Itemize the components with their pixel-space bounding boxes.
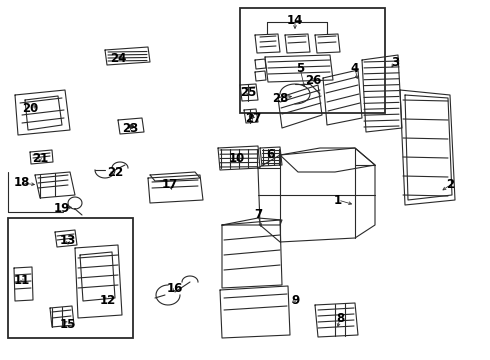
Text: 11: 11 bbox=[14, 274, 30, 287]
Text: 5: 5 bbox=[296, 62, 304, 75]
Bar bbox=[240, 8, 385, 113]
Text: 20: 20 bbox=[22, 102, 38, 114]
Text: 27: 27 bbox=[245, 112, 261, 125]
Text: 9: 9 bbox=[291, 293, 299, 306]
Text: 14: 14 bbox=[287, 13, 303, 27]
Text: 4: 4 bbox=[351, 62, 359, 75]
Text: 8: 8 bbox=[336, 311, 344, 324]
Bar bbox=[8, 218, 133, 338]
Text: 10: 10 bbox=[229, 152, 245, 165]
Text: 2: 2 bbox=[446, 179, 454, 192]
Text: 17: 17 bbox=[162, 179, 178, 192]
Text: 13: 13 bbox=[60, 234, 76, 247]
Text: 24: 24 bbox=[110, 51, 126, 64]
Text: 16: 16 bbox=[167, 282, 183, 294]
Text: 3: 3 bbox=[391, 55, 399, 68]
Text: 23: 23 bbox=[122, 122, 138, 135]
Text: 28: 28 bbox=[272, 91, 288, 104]
Text: 1: 1 bbox=[334, 194, 342, 207]
Text: 6: 6 bbox=[266, 148, 274, 162]
Text: 18: 18 bbox=[14, 176, 30, 189]
Text: 21: 21 bbox=[32, 152, 48, 165]
Text: 12: 12 bbox=[100, 293, 116, 306]
Text: 15: 15 bbox=[60, 319, 76, 332]
Text: 7: 7 bbox=[254, 208, 262, 221]
Text: 25: 25 bbox=[240, 86, 256, 99]
Text: 22: 22 bbox=[107, 166, 123, 180]
Text: 19: 19 bbox=[54, 202, 70, 215]
Text: 26: 26 bbox=[305, 73, 321, 86]
